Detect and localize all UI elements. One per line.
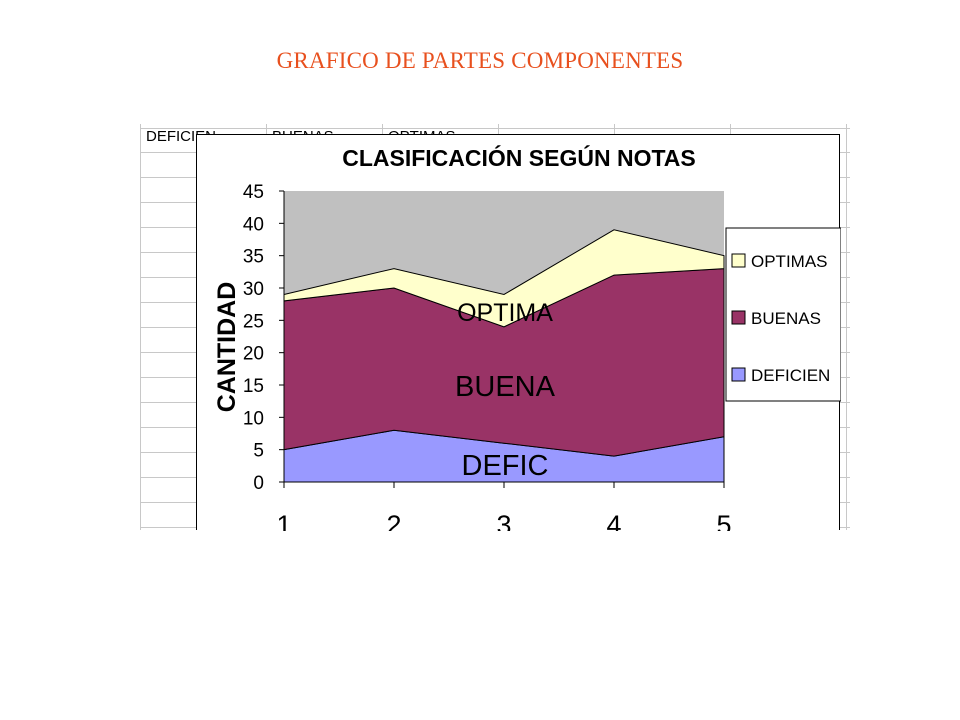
legend-swatch-buenas (731, 310, 746, 325)
legend-label-buenas: BUENAS (751, 309, 821, 328)
y-tick-label: 40 (243, 214, 264, 235)
y-tick-label: 5 (253, 441, 264, 462)
x-tick-label: 5 (716, 510, 731, 531)
y-tick-label: 20 (243, 344, 264, 365)
legend-label-deficien: DEFICIEN (751, 366, 830, 385)
legend-swatch-optimas (731, 253, 746, 268)
slide-title: GRAFICO DE PARTES COMPONENTES (276, 48, 684, 73)
sheet-column-line (140, 124, 141, 530)
annotation-optima: OPTIMA (457, 299, 553, 327)
y-tick-label: 30 (243, 279, 264, 300)
y-tick-label: 45 (243, 182, 264, 203)
annotation-buena: BUENA (455, 371, 556, 403)
legend-swatch-deficien (731, 367, 746, 382)
sheet-column-line (846, 124, 847, 530)
y-tick-label: 35 (243, 247, 264, 268)
legend: OPTIMAS BUENAS DEFICIEN (725, 227, 841, 402)
x-tick-label: 3 (496, 510, 511, 531)
area-series-optimas (283, 229, 725, 328)
sheet-row-line (140, 128, 850, 129)
chart-title: CLASIFICACIÓN SEGÚN NOTAS (342, 144, 696, 171)
chart-area: CLASIFICACIÓN SEGÚN NOTAS CANTIDAD 0 5 10 1… (196, 134, 841, 531)
y-axis-label: CANTIDAD (213, 282, 241, 413)
y-tick-label: 25 (243, 311, 264, 332)
y-tick-label: 0 (253, 473, 264, 494)
y-tick-label: 10 (243, 408, 264, 429)
annotation-defic: DEFIC (462, 450, 549, 482)
legend-label-optimas: OPTIMAS (751, 252, 828, 271)
x-tick-label: 1 (276, 510, 291, 531)
area-chart: CLASIFICACIÓN SEGÚN NOTAS CANTIDAD 0 5 10 1… (213, 144, 841, 531)
x-tick-label: 4 (606, 510, 621, 531)
y-tick-label: 15 (243, 376, 264, 397)
x-tick-label: 2 (386, 510, 401, 531)
